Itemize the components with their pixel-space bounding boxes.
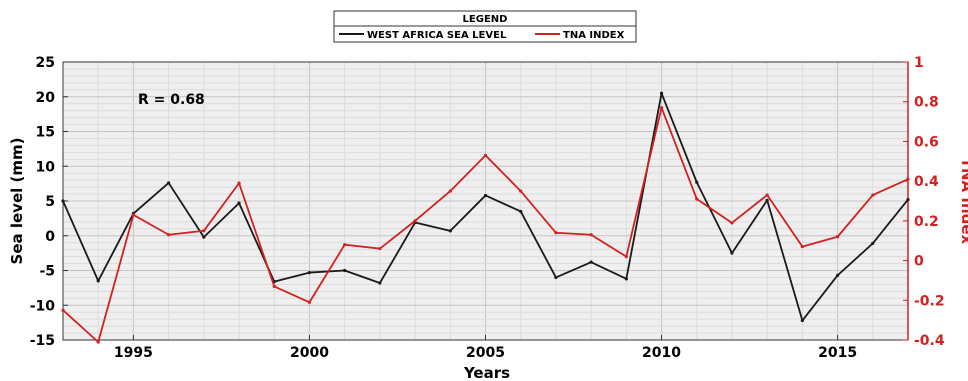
y-tick-label: 15 xyxy=(36,125,55,141)
y2-tick-label: -0.4 xyxy=(914,333,945,349)
sea-level-point xyxy=(96,279,100,283)
tna-index-point xyxy=(307,300,312,304)
sea-level-point xyxy=(343,268,347,273)
tna-index-point xyxy=(237,181,241,185)
series-group xyxy=(61,91,910,344)
tna-index-point xyxy=(800,245,804,249)
tna-index-point xyxy=(659,106,664,110)
tna-index-point xyxy=(589,233,593,237)
tna-index-point xyxy=(624,255,628,259)
sea-level-point xyxy=(695,180,699,184)
x-tick-label: 2000 xyxy=(290,345,329,361)
sea-level-point xyxy=(378,281,382,285)
y2-tick-label: 0.2 xyxy=(914,214,939,230)
x-tick-label: 2015 xyxy=(818,345,857,361)
sea-level-point xyxy=(167,181,171,185)
tna-index-point xyxy=(835,235,840,239)
y-tick-label: -15 xyxy=(30,333,55,349)
y2-axis-label: TNA Index xyxy=(958,158,968,245)
sea-level-point xyxy=(554,275,558,280)
correlation-annotation: R = 0.68 xyxy=(138,92,205,108)
sea-level-point xyxy=(835,273,840,277)
tna-index-point xyxy=(871,193,875,197)
y-tick-label: -10 xyxy=(30,298,56,314)
sea-level-point xyxy=(483,193,488,198)
legend-title: LEGEND xyxy=(463,14,508,25)
sea-level-point xyxy=(237,201,241,205)
tna-index-point xyxy=(167,233,171,237)
sea-level-point xyxy=(765,198,769,202)
tna-index-point xyxy=(554,231,558,235)
tna-index-point xyxy=(906,177,910,181)
tna-index-point xyxy=(519,189,523,193)
sea-level-point xyxy=(61,199,65,203)
tna-index-point xyxy=(448,189,452,193)
sea-level-point xyxy=(624,277,628,281)
y2-tick-label: 0.4 xyxy=(914,174,939,190)
sea-level-point xyxy=(519,209,523,214)
legend-label-sea-level: WEST AFRICA SEA LEVEL xyxy=(367,30,507,41)
tna-index-point xyxy=(96,340,100,344)
tna-index-point xyxy=(765,193,769,197)
tna-index-point xyxy=(730,221,734,225)
sea-level-point xyxy=(659,91,664,95)
tna-index-point xyxy=(378,247,382,251)
sea-level-point xyxy=(202,235,206,239)
tna-index-point xyxy=(272,284,276,288)
y-tick-label: 25 xyxy=(36,55,55,71)
y-tick-label: 20 xyxy=(36,90,56,106)
tna-index-point xyxy=(61,308,65,312)
legend: LEGEND WEST AFRICA SEA LEVEL TNA INDEX xyxy=(333,10,637,43)
x-tick-label: 1995 xyxy=(114,345,153,361)
y-tick-label: 5 xyxy=(45,194,55,210)
y-tick-label: 0 xyxy=(45,229,55,245)
x-axis-ticks: 1995 2000 2005 2010 2015 xyxy=(114,335,857,361)
tna-index-point xyxy=(413,219,417,223)
y2-tick-label: 1 xyxy=(914,55,924,71)
y2-tick-label: -0.2 xyxy=(914,293,945,309)
sea-level-point xyxy=(906,198,910,202)
tna-index-point xyxy=(131,213,136,217)
x-tick-label: 2005 xyxy=(466,345,505,361)
y2-axis-ticks: -0.4 -0.2 0 0.2 0.4 0.6 0.8 1 xyxy=(903,55,945,349)
sea-level-point xyxy=(730,251,734,255)
x-axis-label: Years xyxy=(463,364,510,381)
y2-tick-label: 0.6 xyxy=(914,134,939,150)
tna-index-point xyxy=(202,229,206,233)
tna-index-point xyxy=(483,153,488,157)
legend-label-tna: TNA INDEX xyxy=(563,30,625,41)
y-tick-label: 10 xyxy=(36,159,56,175)
y2-tick-label: 0.8 xyxy=(914,95,939,111)
sea-level-point xyxy=(589,260,593,264)
tna-index-point xyxy=(695,197,699,201)
tna-index-point xyxy=(343,243,347,247)
sea-level-point xyxy=(307,270,312,275)
sea-level-point xyxy=(800,318,804,323)
y-axis-label: Sea level (mm) xyxy=(8,138,26,265)
x-tick-label: 2010 xyxy=(642,345,681,361)
y-axis-ticks: -15 -10 -5 0 5 10 15 20 25 xyxy=(30,55,68,349)
sea-level-point xyxy=(448,229,452,233)
y2-tick-label: 0 xyxy=(914,254,924,270)
y-tick-label: -5 xyxy=(39,264,55,280)
sea-level-point xyxy=(871,241,875,245)
